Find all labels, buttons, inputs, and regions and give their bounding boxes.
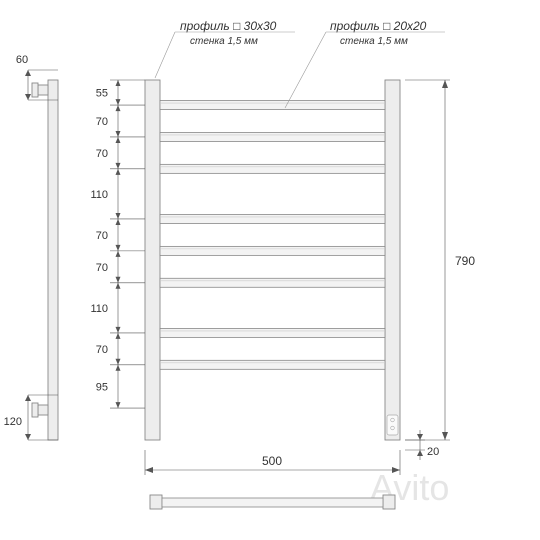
plan-view [150,495,395,509]
rung-2 [160,164,385,173]
seg-dim-4: 70 [96,219,145,251]
seg-dim-6: 110 [90,283,145,333]
seg-dim-0: 55 [96,80,145,105]
seg-label-2: 70 [96,148,108,160]
front-view: 55 70 70 110 70 70 110 70 95 [90,80,400,440]
svg-text:790: 790 [455,254,475,268]
svg-text:профиль □ 20x20: профиль □ 20x20 [330,19,427,33]
side-profile: 60 120 [4,54,58,440]
svg-text:500: 500 [262,454,282,468]
side-top-dim: 60 [16,54,28,66]
svg-text:20: 20 [427,446,439,458]
seg-label-8: 95 [96,381,108,393]
technical-drawing: Avito 60 120 55707011070701107095 профил… [0,0,540,540]
svg-text:профиль □ 30x30: профиль □ 30x30 [180,19,277,33]
seg-label-6: 110 [90,303,108,315]
rung-6 [160,328,385,337]
rung-0 [160,101,385,110]
foot-dim: 20 [405,430,439,460]
seg-label-4: 70 [96,230,108,242]
seg-dim-3: 110 [90,169,145,219]
svg-text:стенка 1,5 мм: стенка 1,5 мм [340,36,408,47]
side-bottom-dim: 120 [4,416,22,428]
seg-dim-2: 70 [96,137,145,169]
seg-dim-1: 70 [96,105,145,137]
rung-3 [160,214,385,223]
seg-label-5: 70 [96,262,108,274]
left-post [145,80,160,440]
rung-7 [160,360,385,369]
width-dim: 500 [145,450,400,475]
seg-label-1: 70 [96,116,108,128]
seg-label-3: 110 [90,189,108,201]
rung-4 [160,246,385,255]
svg-text:стенка 1,5 мм: стенка 1,5 мм [190,36,258,47]
seg-dim-7: 70 [96,333,145,365]
seg-label-0: 55 [96,88,108,100]
profile20-label: профиль □ 20x20 стенка 1,5 мм [285,19,445,108]
height-dim: 790 [405,80,475,440]
right-post [385,80,400,440]
rung-1 [160,132,385,141]
seg-dim-8: 95 [96,365,145,408]
rung-5 [160,278,385,287]
seg-label-7: 70 [96,344,108,356]
profile30-label: профиль □ 30x30 стенка 1,5 мм [155,19,295,78]
seg-dim-5: 70 [96,251,145,283]
